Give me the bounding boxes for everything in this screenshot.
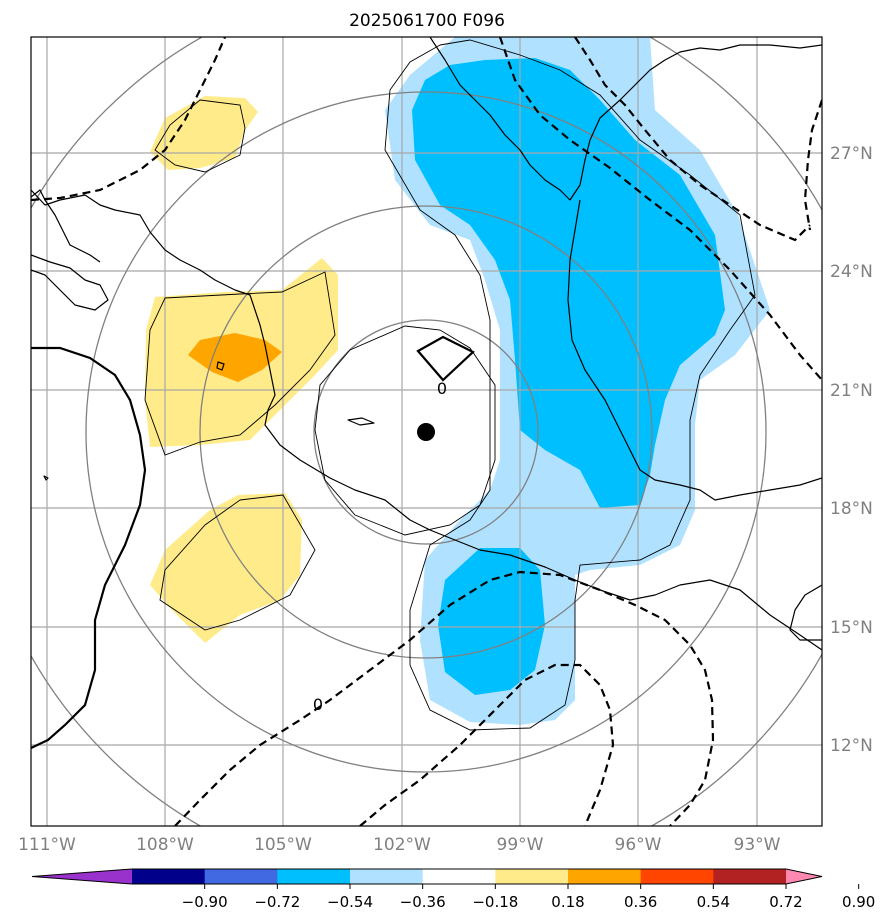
colorbar-tick-label: −0.18 (472, 893, 518, 911)
map-frame (30, 36, 823, 827)
colorbar-outline (31, 868, 823, 885)
solid-contour-west (31, 346, 147, 749)
contour-label-1: 0 (437, 379, 447, 398)
colorbar-extend-low (32, 869, 132, 884)
range-ring-1 (313, 319, 539, 545)
dashed-contour-northwest (31, 37, 227, 202)
colorbar-swatch (568, 869, 642, 884)
coastline-yucatan-east (789, 584, 822, 641)
lat-label-24n: 24°N (830, 262, 873, 282)
coastline-gulf-of-mexico (429, 37, 822, 201)
islands (43, 361, 375, 481)
coastlines (31, 37, 822, 651)
colorbar-swatch (640, 869, 714, 884)
map-title: 2025061700 F096 (349, 11, 505, 31)
range-ring-2 (199, 205, 653, 659)
dashed-contour-south-2 (359, 663, 615, 826)
thin-contour-west (144, 271, 336, 456)
colorbar-swatch (132, 869, 206, 884)
positive-anomaly-northwest (150, 96, 258, 170)
lat-label-18n: 18°N (830, 499, 873, 519)
colorbar-tick-label: 0.54 (697, 893, 730, 911)
colorbar-tick-label: −0.54 (327, 893, 373, 911)
lat-label-21n: 21°N (830, 381, 873, 401)
colorbar-tick-label: −0.36 (400, 893, 446, 911)
colorbar: −0.90 −0.72 −0.54 −0.36 −0.18 0.18 0.36 0.54 0.7… (31, 868, 875, 911)
longitude-labels: 111°W 108°W 105°W 102°W 99°W 96°W 93°W (18, 835, 781, 855)
thin-contour-southwest (159, 494, 316, 631)
lon-label-111w: 111°W (18, 835, 76, 855)
colorbar-extend-high (786, 869, 822, 884)
colorbar-swatch (713, 869, 787, 884)
contour-label-2: 0 (313, 695, 323, 714)
storm-center-dot (417, 423, 435, 441)
colorbar-tick-label: −0.90 (182, 893, 228, 911)
coastline-fragment-northwest (31, 189, 101, 263)
dashed-contour-north-1 (498, 37, 822, 381)
colorbar-swatch (422, 869, 496, 884)
colorbar-tick-label: 0.72 (769, 893, 802, 911)
coastline-gulf-of-california (31, 189, 822, 651)
dashed-contours (31, 37, 822, 826)
latitude-labels: 27°N 24°N 21°N 18°N 15°N 12°N (830, 144, 873, 756)
range-ring-3 (85, 91, 767, 773)
colorbar-tick-label: 0.18 (551, 893, 584, 911)
small-closed-contour (416, 335, 475, 382)
island-2 (43, 475, 49, 481)
map-area: 0 0 (31, 37, 822, 826)
positive-anomaly-southwest (150, 493, 302, 643)
island-1 (347, 417, 375, 426)
positive-anomaly-west-core (188, 333, 282, 382)
lon-label-96w: 96°W (615, 835, 662, 855)
graticule (31, 37, 822, 826)
colorbar-swatch (350, 869, 424, 884)
lon-label-99w: 99°W (497, 835, 544, 855)
lon-label-93w: 93°W (734, 835, 781, 855)
dashed-contour-north-2 (574, 37, 811, 242)
lon-label-108w: 108°W (136, 835, 194, 855)
lat-label-12n: 12°N (830, 736, 873, 756)
lat-label-27n: 27°N (830, 144, 873, 164)
thin-contour-nw (154, 99, 246, 173)
colorbar-swatch (495, 869, 569, 884)
thin-contour-center (314, 325, 496, 536)
range-rings (31, 37, 822, 826)
lon-label-105w: 105°W (254, 835, 312, 855)
coastline-mexico-gulf-west (567, 199, 822, 501)
colorbar-tick-label: 0.36 (624, 893, 657, 911)
coastline-baja-east (31, 254, 109, 311)
colorbar-swatch (204, 869, 278, 884)
lon-label-102w: 102°W (373, 835, 431, 855)
colorbar-tick-label: −0.72 (254, 893, 300, 911)
colorbar-swatch (277, 869, 351, 884)
lat-label-15n: 15°N (830, 618, 873, 638)
colorbar-tick-label: 0.90 (842, 893, 875, 911)
negative-anomaly-mid-south (438, 548, 545, 695)
island-3 (216, 361, 225, 371)
